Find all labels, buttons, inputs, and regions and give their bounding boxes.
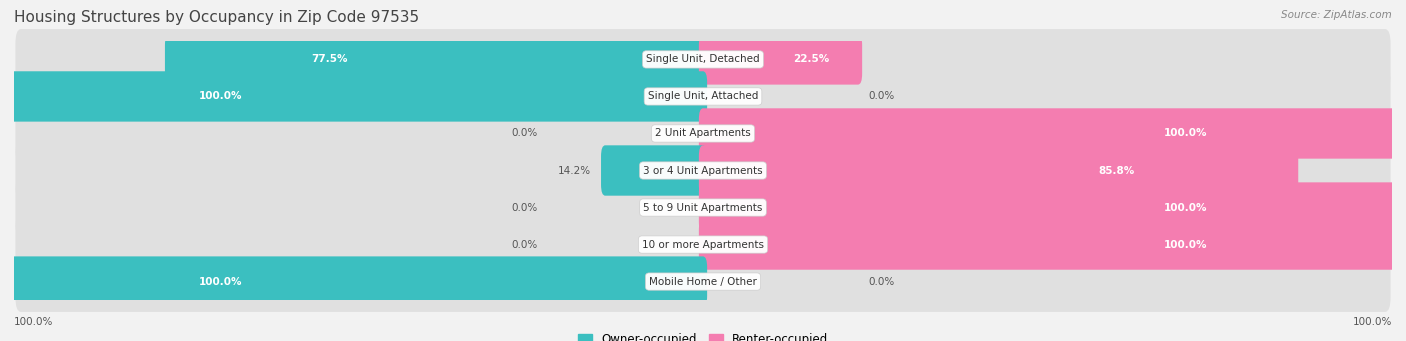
FancyBboxPatch shape bbox=[699, 145, 1298, 196]
Text: 3 or 4 Unit Apartments: 3 or 4 Unit Apartments bbox=[643, 165, 763, 176]
FancyBboxPatch shape bbox=[699, 182, 1396, 233]
FancyBboxPatch shape bbox=[600, 145, 707, 196]
Text: 100.0%: 100.0% bbox=[200, 91, 242, 102]
Text: 0.0%: 0.0% bbox=[869, 91, 894, 102]
FancyBboxPatch shape bbox=[15, 103, 1391, 164]
Text: Single Unit, Detached: Single Unit, Detached bbox=[647, 55, 759, 64]
Text: 2 Unit Apartments: 2 Unit Apartments bbox=[655, 129, 751, 138]
Text: Housing Structures by Occupancy in Zip Code 97535: Housing Structures by Occupancy in Zip C… bbox=[14, 10, 419, 25]
Text: 0.0%: 0.0% bbox=[512, 239, 537, 250]
Text: 22.5%: 22.5% bbox=[793, 55, 830, 64]
Text: 0.0%: 0.0% bbox=[869, 277, 894, 286]
FancyBboxPatch shape bbox=[699, 108, 1396, 159]
FancyBboxPatch shape bbox=[699, 34, 862, 85]
FancyBboxPatch shape bbox=[15, 251, 1391, 312]
Text: 14.2%: 14.2% bbox=[558, 165, 592, 176]
FancyBboxPatch shape bbox=[10, 71, 707, 122]
Text: 100.0%: 100.0% bbox=[14, 317, 53, 327]
FancyBboxPatch shape bbox=[10, 256, 707, 307]
Text: 0.0%: 0.0% bbox=[512, 203, 537, 212]
Text: Mobile Home / Other: Mobile Home / Other bbox=[650, 277, 756, 286]
Text: Single Unit, Attached: Single Unit, Attached bbox=[648, 91, 758, 102]
FancyBboxPatch shape bbox=[15, 29, 1391, 90]
FancyBboxPatch shape bbox=[165, 34, 707, 85]
Text: 100.0%: 100.0% bbox=[1353, 317, 1392, 327]
Text: 0.0%: 0.0% bbox=[512, 129, 537, 138]
Text: 10 or more Apartments: 10 or more Apartments bbox=[643, 239, 763, 250]
FancyBboxPatch shape bbox=[15, 177, 1391, 238]
Legend: Owner-occupied, Renter-occupied: Owner-occupied, Renter-occupied bbox=[572, 329, 834, 341]
Text: 100.0%: 100.0% bbox=[1164, 129, 1206, 138]
Text: 5 to 9 Unit Apartments: 5 to 9 Unit Apartments bbox=[644, 203, 762, 212]
Text: 100.0%: 100.0% bbox=[1164, 239, 1206, 250]
Text: 100.0%: 100.0% bbox=[1164, 203, 1206, 212]
Text: Source: ZipAtlas.com: Source: ZipAtlas.com bbox=[1281, 10, 1392, 20]
Text: 77.5%: 77.5% bbox=[311, 55, 347, 64]
FancyBboxPatch shape bbox=[699, 219, 1396, 270]
Text: 100.0%: 100.0% bbox=[200, 277, 242, 286]
FancyBboxPatch shape bbox=[15, 140, 1391, 201]
FancyBboxPatch shape bbox=[15, 214, 1391, 275]
FancyBboxPatch shape bbox=[15, 66, 1391, 127]
Text: 85.8%: 85.8% bbox=[1098, 165, 1135, 176]
